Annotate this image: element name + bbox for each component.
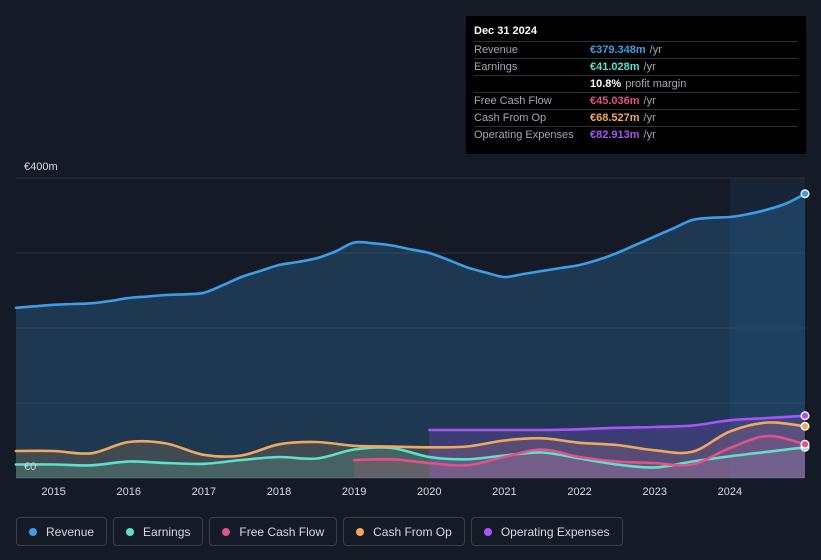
revenue-endpoint [800,189,810,199]
tooltip-value: €45.036m [590,95,640,107]
tooltip-label: Cash From Op [474,112,547,124]
tooltip-label: Free Cash Flow [474,95,552,107]
tooltip-row-profit-margin: 10.8% profit margin [474,76,798,93]
free-cash-flow-area [354,435,805,478]
tooltip-unit: /yr [643,61,656,73]
tooltip-label: Earnings [474,61,518,73]
legend-label: Earnings [143,524,191,539]
legend-dot-icon [222,527,231,536]
legend-dot-icon [126,527,135,536]
x-tick-label: 2020 [417,486,441,498]
tooltip-row-free-cash-flow: Free Cash Flow €45.036m /yr [474,93,798,110]
tooltip-row-revenue: Revenue €379.348m /yr [474,42,798,59]
x-tick-label: 2016 [116,486,140,498]
tooltip-label [474,76,590,92]
series-lines [14,192,807,469]
tooltip-value: €379.348m [590,44,646,56]
profit-margin-value: 10.8% [590,78,622,90]
tooltip-unit: /yr [643,112,656,124]
series-areas [16,193,805,479]
tooltip-value: €41.028m [590,61,640,73]
legend-item-free-cash-flow[interactable]: Free Cash Flow [209,517,338,546]
chart-legend: Revenue Earnings Free Cash Flow Cash Fro… [16,517,623,546]
data-tooltip: Dec 31 2024 Revenue €379.348m /yr Earnin… [466,16,806,154]
tooltip-row-earnings: Earnings €41.028m /yr [474,59,798,76]
legend-item-cash-from-op[interactable]: Cash From Op [343,517,465,546]
y-tick-zero: €0 [24,461,36,473]
legend-label: Revenue [46,524,95,539]
y-tick-max: €400m [24,161,58,173]
operating-expenses-line [428,414,807,432]
tooltip-value: €82.913m [590,129,640,141]
x-tick-label: 2018 [267,486,291,498]
x-axis-ticks: 2015 2016 2017 2018 2019 2020 2021 2022 2023 2024 [41,486,742,498]
x-tick-label: 2023 [642,486,666,498]
legend-dot-icon [29,527,37,536]
x-tick-label: 2021 [492,486,516,498]
tooltip-label: Operating Expenses [474,129,574,141]
x-tick-label: 2017 [192,486,216,498]
legend-label: Cash From Op [373,524,452,539]
tooltip-unit: /yr [649,44,662,56]
cash-from-op-line [14,421,807,458]
legend-label: Operating Expenses [500,524,610,539]
gridlines [16,177,805,479]
legend-item-revenue[interactable]: Revenue [16,517,108,546]
revenue-area [16,193,805,479]
free-cash-flow-endpoint [800,439,810,449]
x-tick-label: 2015 [41,486,65,498]
x-tick-label: 2022 [567,486,591,498]
tooltip-unit: profit margin [625,78,687,90]
tooltip-label: Revenue [474,44,519,56]
tooltip-row-cash-from-op: Cash From Op €68.527m /yr [474,110,798,127]
x-tick-label: 2019 [342,486,366,498]
earnings-area [16,447,805,478]
operating-expenses-area [429,415,805,478]
tooltip-unit: /yr [643,129,656,141]
revenue-line [14,192,807,310]
tooltip-value: €68.527m [590,112,640,124]
legend-item-earnings[interactable]: Earnings [113,517,204,546]
legend-dot-icon [356,527,365,536]
tooltip-unit: /yr [643,95,656,107]
cash-from-op-endpoint [800,421,810,431]
tooltip-date: Dec 31 2024 [474,24,798,42]
free-cash-flow-line [352,434,807,467]
legend-dot-icon [483,527,492,536]
x-tick-label: 2024 [718,486,742,498]
tooltip-row-operating-expenses: Operating Expenses €82.913m /yr [474,127,798,144]
series-endpoints [800,189,810,452]
legend-label: Free Cash Flow [239,524,325,539]
operating-expenses-endpoint [800,411,810,421]
legend-item-operating-expenses[interactable]: Operating Expenses [470,517,623,546]
